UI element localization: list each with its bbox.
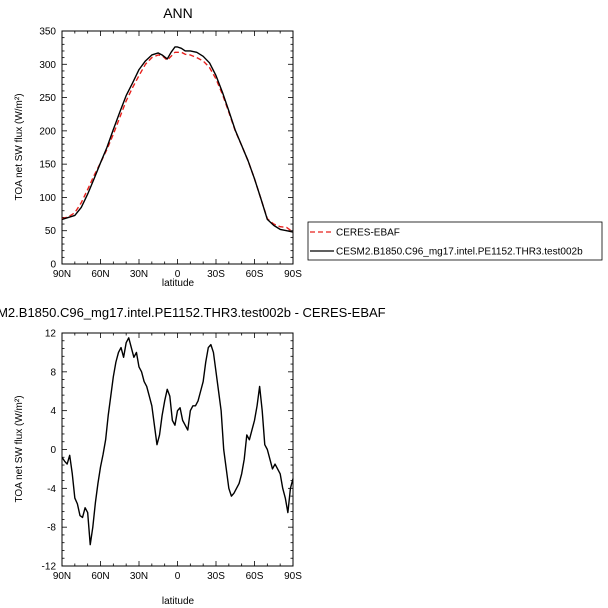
y-tick-label: 4 [50, 406, 56, 417]
x-tick-label: 30S [207, 571, 225, 582]
chart2-x-axis-label: latitude [162, 596, 195, 607]
x-tick-label: 60N [91, 571, 109, 582]
chart2-y-axis-label: TOA net SW flux (W/m²) [14, 395, 25, 502]
x-tick-label: 60S [246, 571, 264, 582]
legend-box [307, 221, 603, 261]
chart1-y-axis-label: TOA net SW flux (W/m²) [14, 93, 25, 200]
x-tick-label: 60S [246, 269, 264, 280]
legend-label-ceres: CERES-EBAF [336, 228, 400, 239]
y-tick-label: -8 [47, 523, 56, 534]
y-tick-label: 150 [39, 160, 56, 171]
x-tick-label: 90S [284, 571, 302, 582]
x-tick-label: 30N [130, 269, 148, 280]
legend: CERES-EBAF CESM2.B1850.C96_mg17.intel.PE… [307, 221, 603, 261]
chart2-plot: 90N 60N 30N 0 30S 60S 90S -12 -8 -4 0 4 8 12 [42, 329, 303, 583]
chart1-title: ANN [163, 5, 193, 21]
y-tick-label: 100 [39, 193, 56, 204]
x-tick-label: 90S [284, 269, 302, 280]
y-tick-label: -4 [47, 484, 56, 495]
chart2-frame [61, 332, 294, 567]
x-tick-label: 0 [175, 571, 181, 582]
x-tick-label: 60N [91, 269, 109, 280]
chart1-frame [61, 30, 294, 265]
y-tick-label: 350 [39, 27, 56, 38]
chart1-series-2-line [61, 46, 294, 233]
x-tick-label: 30S [207, 269, 225, 280]
y-tick-label: 300 [39, 60, 56, 71]
y-tick-label: 250 [39, 93, 56, 104]
y-tick-label: 8 [50, 367, 56, 378]
legend-label-cesm2: CESM2.B1850.C96_mg17.intel.PE1152.THR3.t… [336, 247, 583, 258]
y-tick-label: 0 [50, 445, 56, 456]
chart1-plot: 90N 60N 30N 0 30S 60S 90S 0 50 100 150 200 250 300 350 [39, 27, 302, 281]
x-tick-label: 30N [130, 571, 148, 582]
x-tick-label: 90N [53, 269, 71, 280]
chart1-series-1-line [61, 51, 294, 233]
x-tick-label: 0 [175, 269, 181, 280]
chart1-x-axis-label: latitude [162, 278, 195, 289]
y-tick-label: 50 [45, 226, 57, 237]
chart2-title: CESM2.B1850.C96_mg17.intel.PE1152.THR3.t… [0, 305, 386, 320]
y-tick-label: 12 [45, 329, 57, 340]
x-tick-label: 90N [53, 571, 71, 582]
chart2-series-1-line [61, 337, 294, 546]
y-tick-label: 200 [39, 126, 56, 137]
y-tick-label: -12 [42, 562, 57, 573]
y-tick-label: 0 [50, 260, 56, 271]
